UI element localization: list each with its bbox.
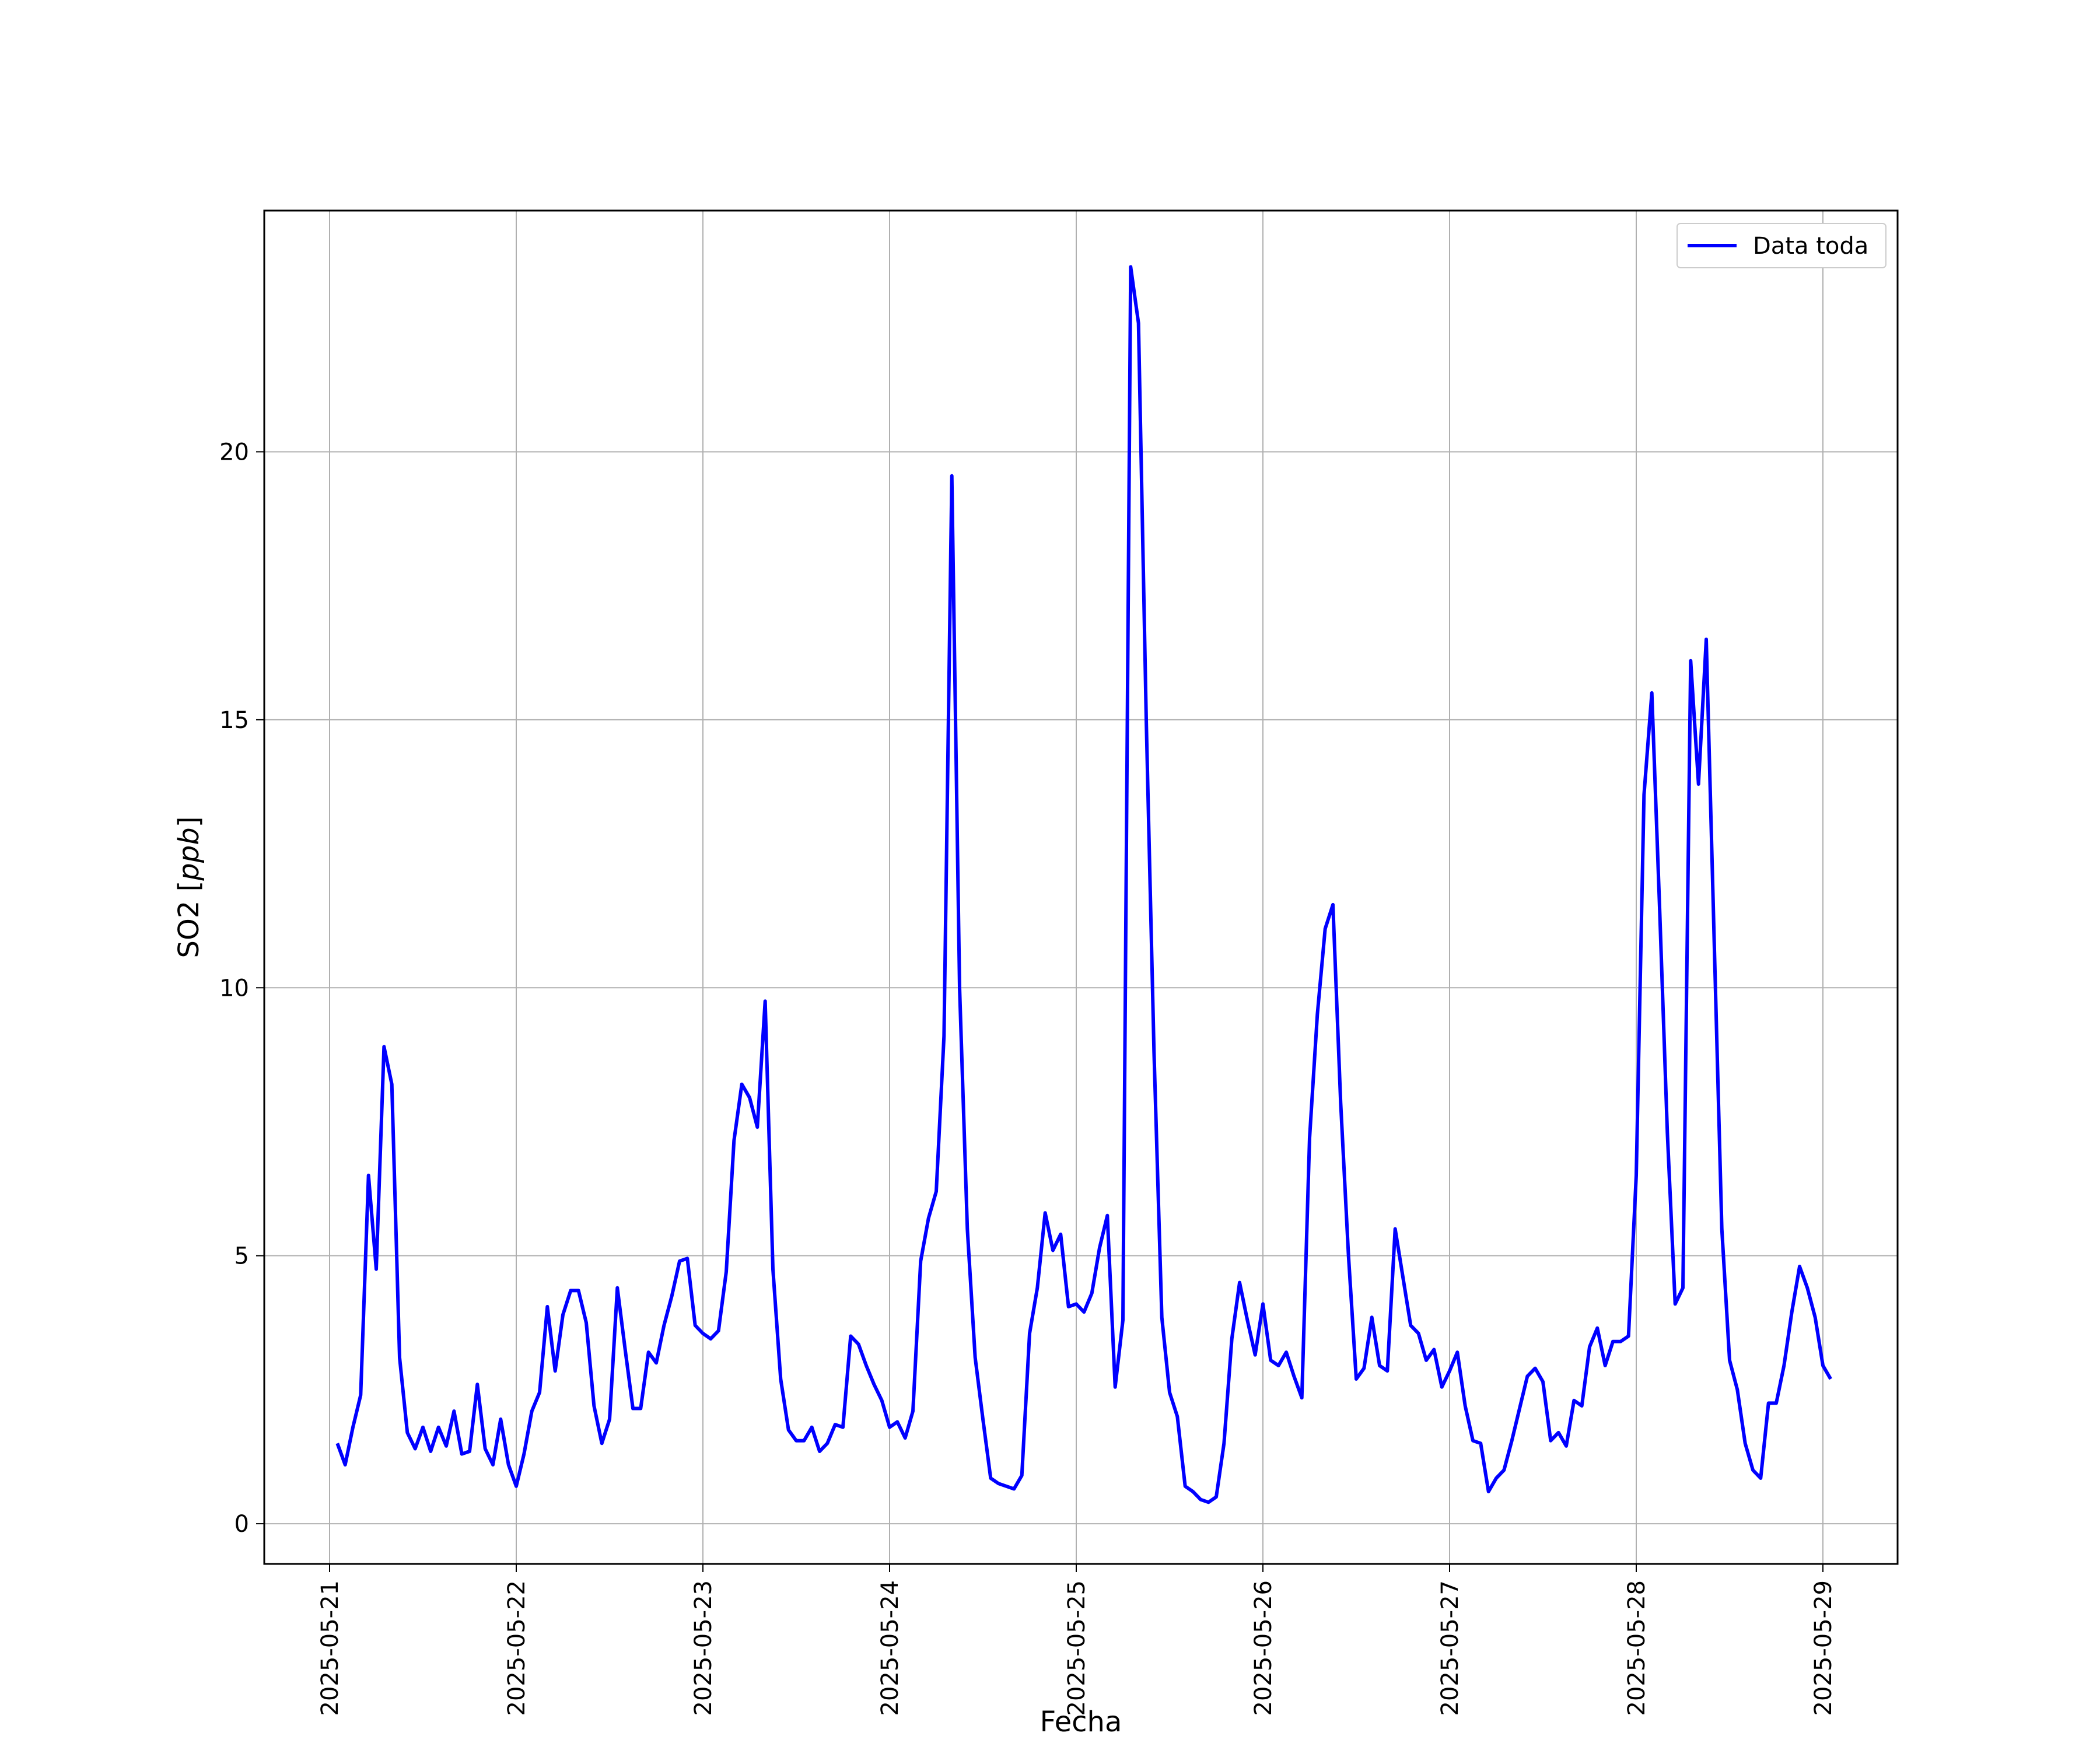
x-tick-label: 2025-05-26 bbox=[1250, 1580, 1277, 1716]
y-tick-label: 10 bbox=[219, 975, 249, 1002]
y-tick-label: 20 bbox=[219, 439, 249, 466]
y-tick-label: 15 bbox=[219, 707, 249, 734]
y-axis-label-prefix: SO2 [ bbox=[173, 881, 205, 958]
y-axis-label: SO2 [ppb] bbox=[173, 817, 205, 958]
x-tick-label: 2025-05-22 bbox=[503, 1580, 530, 1716]
x-tick-label: 2025-05-27 bbox=[1437, 1580, 1464, 1716]
y-tick-label: 5 bbox=[235, 1243, 249, 1270]
x-tick-label: 2025-05-25 bbox=[1063, 1580, 1090, 1716]
x-tick-label: 2025-05-29 bbox=[1810, 1580, 1837, 1716]
x-axis-label: Fecha bbox=[1040, 1706, 1122, 1738]
x-tick-label: 2025-05-28 bbox=[1623, 1580, 1650, 1716]
x-tick-label: 2025-05-23 bbox=[690, 1580, 717, 1716]
plot-area-frame bbox=[263, 209, 1899, 1565]
x-tick-label: 2025-05-24 bbox=[877, 1580, 904, 1716]
x-tick-label: 2025-05-21 bbox=[317, 1580, 344, 1716]
grid-layer bbox=[264, 211, 1898, 1564]
legend: Data toda bbox=[1676, 223, 1887, 268]
legend-box bbox=[1676, 223, 1887, 268]
y-tick-label: 0 bbox=[235, 1511, 249, 1538]
ticks-layer: 2025-05-21 2025-05-22 2025-05-23 2025-05-24… bbox=[219, 439, 1837, 1716]
series-layer bbox=[335, 265, 1832, 1504]
legend-label-data-toda: Data toda bbox=[1753, 233, 1868, 260]
series-line-data-toda bbox=[335, 265, 1832, 1504]
y-axis-label-unit: ppb bbox=[173, 827, 205, 881]
y-axis-label-suffix: ] bbox=[173, 817, 205, 828]
